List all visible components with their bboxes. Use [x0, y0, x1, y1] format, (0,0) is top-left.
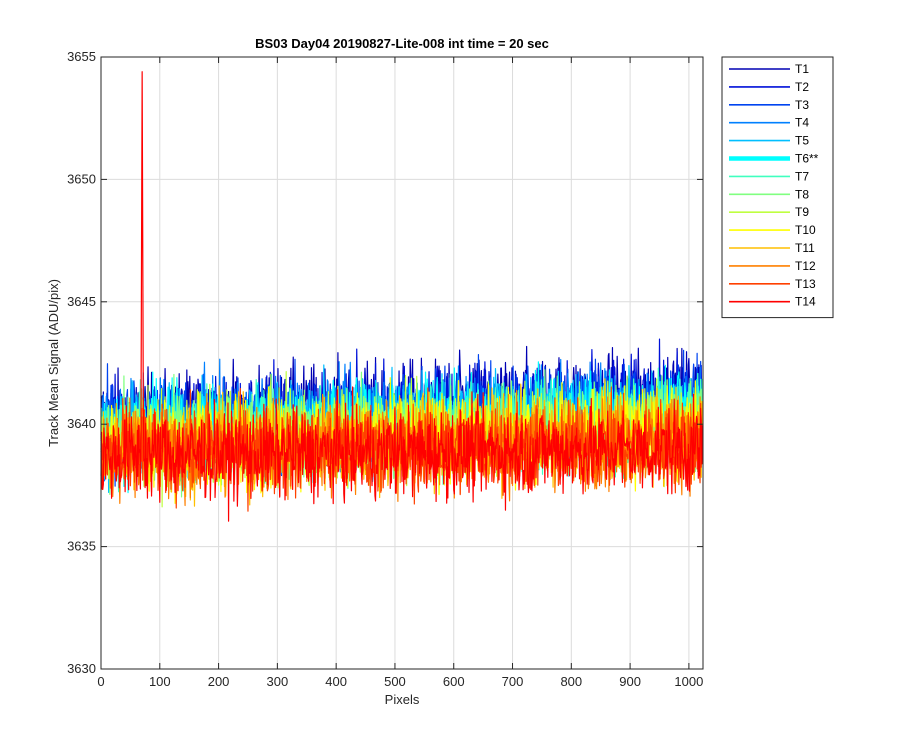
- x-tick-label: 400: [325, 674, 347, 689]
- legend-label-t14: T14: [795, 295, 816, 309]
- legend-label-t4: T4: [795, 116, 809, 130]
- x-tick-label: 600: [443, 674, 465, 689]
- legend-label-t10: T10: [795, 223, 816, 237]
- x-tick-label: 300: [267, 674, 289, 689]
- y-tick-label: 3655: [67, 49, 96, 64]
- legend-box: [721, 56, 834, 319]
- legend-label-t6: T6**: [795, 152, 819, 166]
- legend-label-t2: T2: [795, 80, 809, 94]
- legend: T1 T2 T3 T4 T5 T6** T7 T8 T9 T10 T11 T12 T13 T14: [721, 56, 834, 319]
- axis-ticks: 0 100 200 300 400 500 600 700 800 900 1000 3630 3635…: [67, 49, 703, 689]
- x-tick-label: 900: [619, 674, 641, 689]
- x-axis-label: Pixels: [385, 692, 420, 707]
- legend-label-t5: T5: [795, 134, 809, 148]
- x-tick-label: 200: [208, 674, 230, 689]
- legend-label-t7: T7: [795, 169, 809, 183]
- x-tick-label: 0: [97, 674, 104, 689]
- legend-label-t1: T1: [795, 62, 809, 76]
- x-tick-label: 100: [149, 674, 171, 689]
- y-tick-label: 3635: [67, 539, 96, 554]
- x-tick-label: 1000: [674, 674, 703, 689]
- legend-label-t11: T11: [795, 241, 815, 255]
- plot-frame: [100, 56, 704, 670]
- chart-title: BS03 Day04 20190827-Lite-008 int time = …: [255, 36, 549, 51]
- y-tick-label: 3630: [67, 661, 96, 676]
- y-tick-label: 3645: [67, 294, 96, 309]
- legend-label-t9: T9: [795, 205, 809, 219]
- y-tick-label: 3640: [67, 416, 96, 431]
- legend-label-t3: T3: [795, 98, 809, 112]
- legend-label-t12: T12: [795, 259, 816, 273]
- series-lines: [100, 71, 704, 522]
- y-axis-label: Track Mean Signal (ADU/pix): [46, 279, 61, 447]
- series-line-t14: [100, 71, 704, 522]
- legend-label-t8: T8: [795, 187, 809, 201]
- x-tick-label: 700: [502, 674, 524, 689]
- legend-label-t13: T13: [795, 277, 816, 291]
- y-tick-label: 3650: [67, 171, 96, 186]
- x-tick-label: 500: [384, 674, 406, 689]
- x-tick-label: 800: [560, 674, 582, 689]
